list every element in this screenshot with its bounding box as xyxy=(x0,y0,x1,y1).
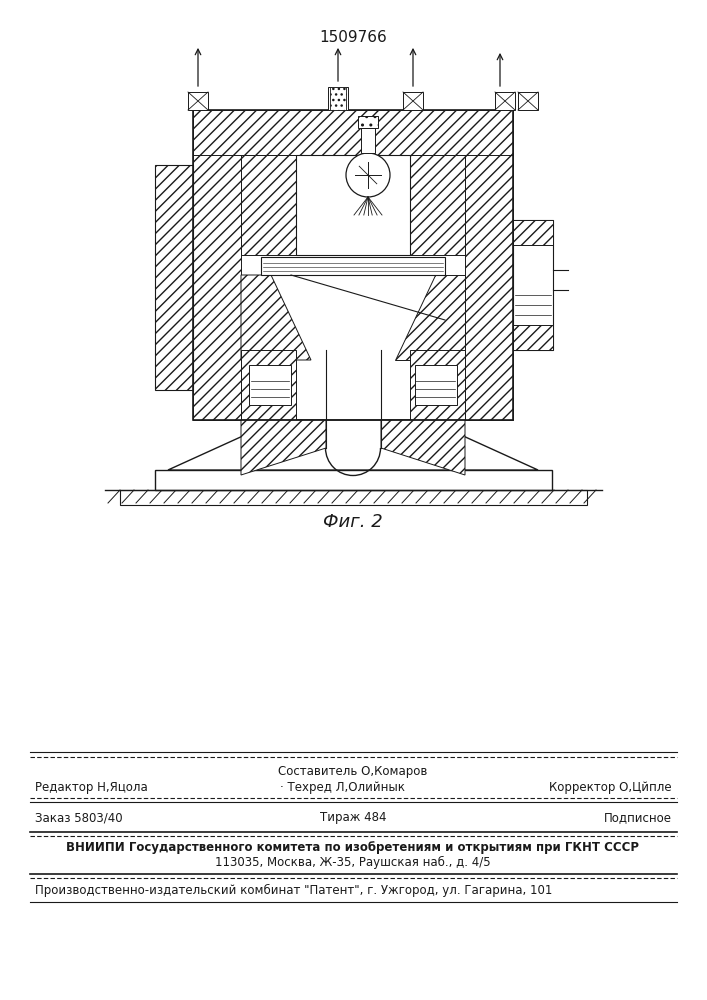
Bar xyxy=(465,110,513,420)
Bar xyxy=(410,155,465,255)
Text: · Техред Л,Олийнык: · Техред Л,Олийнык xyxy=(281,782,406,794)
Polygon shape xyxy=(381,420,465,475)
Bar xyxy=(188,92,208,110)
Text: ВНИИПИ Государственного комитета по изобретениям и открытиям при ГКНТ СССР: ВНИИПИ Государственного комитета по изоб… xyxy=(66,842,640,854)
Bar xyxy=(403,92,423,110)
Text: Редактор Н,Яцола: Редактор Н,Яцола xyxy=(35,782,148,794)
Bar xyxy=(518,92,538,110)
Text: Подписное: Подписное xyxy=(604,812,672,824)
Text: Тираж 484: Тираж 484 xyxy=(320,812,386,824)
Text: Корректор О,Цйпле: Корректор О,Цйпле xyxy=(549,782,672,794)
Polygon shape xyxy=(241,275,311,360)
Text: Составитель О,Комаров: Составитель О,Комаров xyxy=(279,766,428,778)
Polygon shape xyxy=(395,275,465,360)
Polygon shape xyxy=(168,420,538,470)
Bar xyxy=(193,110,241,420)
Text: 113035, Москва, Ж-35, Раушская наб., д. 4/5: 113035, Москва, Ж-35, Раушская наб., д. … xyxy=(215,855,491,869)
Bar xyxy=(296,155,410,255)
Bar xyxy=(513,220,553,245)
Circle shape xyxy=(346,153,390,197)
Bar xyxy=(155,470,552,490)
Text: Производственно-издательский комбинат "Патент", г. Ужгород, ул. Гагарина, 101: Производственно-издательский комбинат "П… xyxy=(35,883,552,897)
Text: Заказ 5803/40: Заказ 5803/40 xyxy=(35,812,122,824)
Bar xyxy=(410,350,465,420)
Bar xyxy=(328,87,348,110)
Bar xyxy=(513,325,553,350)
Bar xyxy=(249,365,291,405)
Bar xyxy=(193,110,513,420)
Text: 1509766: 1509766 xyxy=(319,30,387,45)
Bar xyxy=(241,350,296,420)
Bar xyxy=(330,87,346,110)
Bar xyxy=(155,165,193,390)
Text: Фиг. 2: Фиг. 2 xyxy=(323,513,383,531)
Bar xyxy=(193,110,513,155)
Bar xyxy=(358,116,378,128)
Bar xyxy=(261,257,445,275)
Bar xyxy=(361,128,375,153)
Bar xyxy=(120,490,587,505)
Polygon shape xyxy=(241,420,326,475)
Bar xyxy=(513,220,553,350)
Bar xyxy=(495,92,515,110)
Bar xyxy=(241,155,296,255)
Bar xyxy=(415,365,457,405)
